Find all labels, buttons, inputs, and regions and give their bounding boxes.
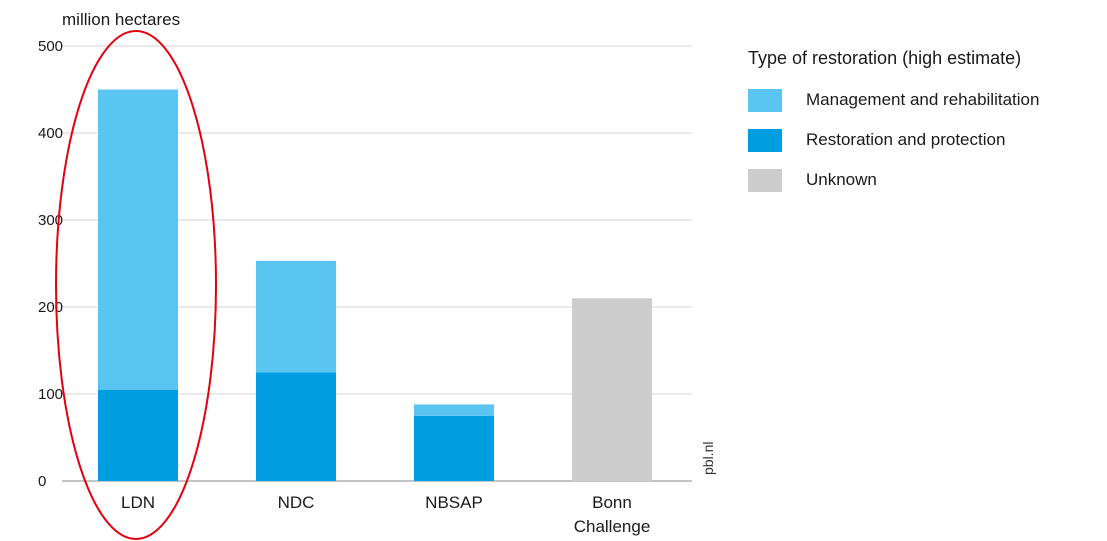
legend-title: Type of restoration (high estimate) [748, 48, 1022, 68]
legend-label-management: Management and rehabilitation [806, 90, 1040, 109]
bars [98, 89, 652, 481]
x-tick-label-ndc: NDC [278, 493, 315, 512]
legend: Type of restoration (high estimate) Mana… [748, 48, 1039, 200]
y-axis-unit-label: million hectares [62, 10, 180, 29]
legend-swatch-management [748, 88, 782, 112]
x-axis: LDN NDC NBSAP Bonn Challenge [121, 493, 650, 536]
bar-ldn-restoration [98, 389, 178, 481]
x-tick-label-ldn: LDN [121, 493, 155, 512]
bar-bonn-challenge-unknown [572, 298, 652, 481]
legend-swatch-unknown [748, 168, 782, 192]
source-label: pbl.nl [700, 442, 716, 475]
legend-label-restoration: Restoration and protection [806, 130, 1006, 149]
legend-item-management: Management and rehabilitation [748, 80, 1039, 120]
bar-ldn-management [98, 89, 178, 390]
y-tick-label-200: 200 [38, 299, 63, 316]
bar-nbsap-restoration [414, 415, 494, 481]
x-tick-label-bonn-challenge-line-2: Challenge [574, 517, 651, 536]
y-tick-label-400: 400 [38, 125, 63, 142]
y-tick-label-0: 0 [38, 473, 46, 490]
legend-label-unknown: Unknown [806, 170, 877, 189]
bar-ndc-restoration [256, 372, 336, 481]
legend-swatch-restoration [748, 128, 782, 152]
bar-ndc-management [256, 260, 336, 373]
y-tick-label-300: 300 [38, 212, 63, 229]
ldn-highlight-ellipse [55, 30, 217, 540]
x-tick-label-bonn-challenge-line-1: Bonn [592, 493, 632, 512]
y-tick-label-100: 100 [38, 386, 63, 403]
x-tick-label-nbsap: NBSAP [425, 493, 483, 512]
legend-item-restoration: Restoration and protection [748, 120, 1039, 160]
legend-item-unknown: Unknown [748, 160, 1039, 200]
y-tick-label-500: 500 [38, 38, 63, 55]
y-axis: 0 100 200 300 400 500 [38, 38, 63, 490]
bar-nbsap-management [414, 404, 494, 416]
